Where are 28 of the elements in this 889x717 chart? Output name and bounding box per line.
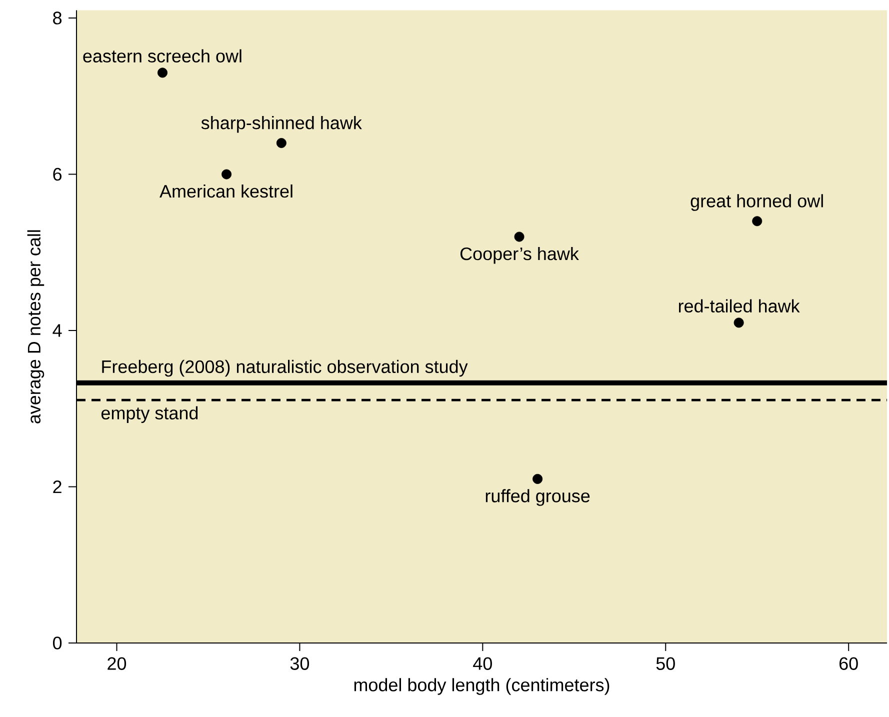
annotation: ruffed grouse <box>486 489 590 506</box>
x-tick-label: 60 <box>840 657 858 670</box>
x-tick-label: 50 <box>656 657 675 670</box>
y-tick-label: 6 <box>53 168 62 181</box>
x-tick-label: 30 <box>290 657 310 670</box>
y-tick-label: 0 <box>52 636 62 650</box>
annotation: red-tailed hawk <box>678 299 800 312</box>
x-tick-label: 40 <box>473 657 492 670</box>
ref-line-label: empty stand <box>101 406 198 424</box>
point <box>222 169 232 180</box>
point <box>752 216 762 226</box>
annotation: American kestrel <box>160 184 292 198</box>
point <box>532 474 543 484</box>
point <box>514 232 524 242</box>
ref-line-label: Freeberg (2008) naturalistic observation study <box>102 360 468 377</box>
point <box>157 68 168 78</box>
point <box>276 138 286 148</box>
annotation: eastern screech owl <box>83 49 242 62</box>
y-axis-title: average D notes per call <box>27 230 44 424</box>
annotation: Cooper’s hawk <box>460 246 579 264</box>
y-tick-label: 8 <box>53 12 62 24</box>
y-tick-label: 4 <box>52 324 62 337</box>
annotation: sharp-shinned hawk <box>201 116 362 133</box>
y-tick-label: 2 <box>53 480 62 494</box>
x-axis-title: model body length (centimeters) <box>354 678 610 695</box>
annotation: great horned owl <box>690 194 823 211</box>
x-tick-label: 20 <box>108 657 126 670</box>
point <box>734 318 744 328</box>
